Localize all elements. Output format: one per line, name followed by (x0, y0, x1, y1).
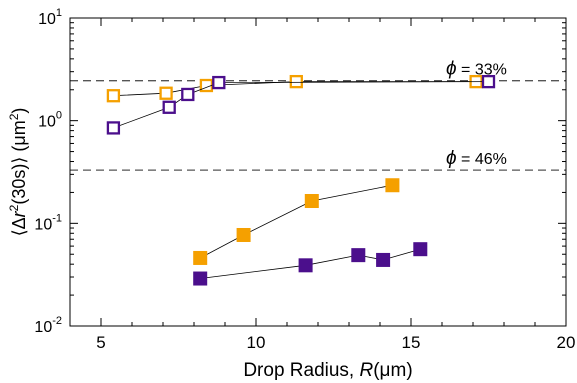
data-point (236, 227, 251, 242)
x-tick-label: 10 (247, 333, 266, 352)
data-point (106, 89, 121, 103)
x-tick-label: 5 (96, 333, 105, 352)
y-tick-label: 10-2 (34, 315, 62, 336)
y-tick-label: 10-1 (34, 212, 62, 233)
data-point (304, 194, 319, 209)
reference-line-label: ϕ = 46% (446, 148, 507, 169)
reference-line-label: ϕ = 33% (446, 59, 507, 80)
data-point (481, 74, 496, 89)
plot-area-layer (70, 74, 566, 286)
data-point (193, 250, 208, 265)
labels-layer: ϕ = 33% ϕ = 46% 5 10 15 20 10-2 10-1 100 101 Drop … (7, 7, 575, 381)
data-point (289, 74, 303, 89)
y-tick-label: 100 (38, 110, 62, 131)
x-axis-label: Drop Radius, R(μm) (243, 360, 412, 381)
data-point (106, 121, 121, 135)
data-point (162, 100, 176, 114)
data-point (159, 86, 173, 100)
axes-layer (69, 17, 567, 327)
y-tick-label: 101 (38, 7, 62, 28)
x-tick-label: 15 (402, 333, 421, 352)
x-tick-label: 20 (557, 333, 576, 352)
data-point (413, 242, 428, 257)
data-point (376, 252, 391, 267)
data-point (298, 258, 313, 273)
series-line (200, 184, 393, 259)
data-point (212, 75, 226, 90)
y-axis-label: ⟨Δr2(30s)⟩ (μm2) (7, 108, 29, 237)
data-point (351, 248, 366, 263)
data-point (385, 178, 400, 193)
data-point (193, 271, 208, 286)
data-point (181, 87, 195, 102)
